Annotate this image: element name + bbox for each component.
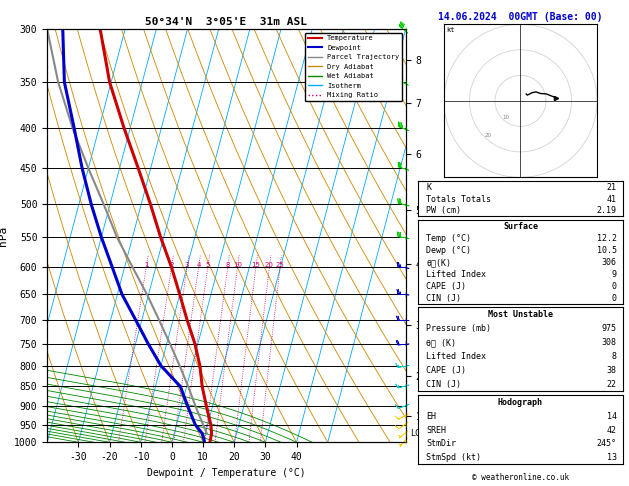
Text: 4: 4 [196,262,201,268]
Y-axis label: km
ASL: km ASL [427,227,448,244]
Text: 8: 8 [225,262,230,268]
Text: 1: 1 [144,262,148,268]
Text: Surface: Surface [503,222,538,231]
Text: Hodograph: Hodograph [498,398,543,407]
Text: |: | [404,26,407,32]
Text: |: | [404,264,407,270]
Title: 50°34'N  3°05'E  31m ASL: 50°34'N 3°05'E 31m ASL [145,17,308,27]
Text: PW (cm): PW (cm) [426,207,462,215]
Text: 22: 22 [606,381,616,389]
Text: |: | [404,431,407,436]
Text: 41: 41 [606,194,616,204]
Text: Lifted Index: Lifted Index [426,352,486,362]
Text: LCL: LCL [410,429,425,438]
Text: 3: 3 [185,262,189,268]
Text: 0: 0 [611,294,616,303]
Text: 10.5: 10.5 [596,246,616,255]
Text: EH: EH [426,412,437,421]
Text: CIN (J): CIN (J) [426,381,462,389]
Text: 20: 20 [485,133,492,138]
Text: 14: 14 [606,412,616,421]
Text: kt: kt [447,27,455,33]
Text: SREH: SREH [426,426,447,434]
Text: 9: 9 [611,270,616,279]
Text: |: | [404,234,407,240]
Text: 306: 306 [601,258,616,267]
Text: © weatheronline.co.uk: © weatheronline.co.uk [472,473,569,482]
Text: 10: 10 [503,115,509,120]
Text: |: | [404,79,407,85]
Text: 0: 0 [611,282,616,291]
Text: |: | [404,384,407,389]
Text: 8: 8 [611,352,616,362]
Text: |: | [404,292,407,297]
Legend: Temperature, Dewpoint, Parcel Trajectory, Dry Adiabat, Wet Adiabat, Isotherm, Mi: Temperature, Dewpoint, Parcel Trajectory… [305,33,402,101]
Y-axis label: hPa: hPa [0,226,8,246]
Text: StmSpd (kt): StmSpd (kt) [426,453,481,462]
Text: |: | [404,317,407,323]
Text: 10: 10 [233,262,242,268]
Text: Temp (°C): Temp (°C) [426,234,472,243]
X-axis label: Dewpoint / Temperature (°C): Dewpoint / Temperature (°C) [147,468,306,478]
Text: 38: 38 [606,366,616,375]
Text: |: | [404,403,407,409]
Text: 975: 975 [601,324,616,333]
Text: 21: 21 [606,183,616,192]
Text: 42: 42 [606,426,616,434]
Text: 15: 15 [252,262,260,268]
Text: 2.19: 2.19 [596,207,616,215]
Text: |: | [404,413,407,418]
Text: 25: 25 [276,262,284,268]
Text: Totals Totals: Totals Totals [426,194,491,204]
Text: 245°: 245° [596,439,616,449]
Text: K: K [426,183,431,192]
Text: CIN (J): CIN (J) [426,294,462,303]
Text: 12.2: 12.2 [596,234,616,243]
Text: Pressure (mb): Pressure (mb) [426,324,491,333]
Text: CAPE (J): CAPE (J) [426,366,467,375]
Text: 13: 13 [606,453,616,462]
Text: θᴇ (K): θᴇ (K) [426,338,457,347]
Text: CAPE (J): CAPE (J) [426,282,467,291]
Text: 5: 5 [206,262,210,268]
Text: |: | [404,439,407,445]
Text: 308: 308 [601,338,616,347]
Text: 2: 2 [169,262,174,268]
Text: Dewp (°C): Dewp (°C) [426,246,472,255]
Text: 14.06.2024  00GMT (Base: 00): 14.06.2024 00GMT (Base: 00) [438,12,603,22]
Text: |: | [404,125,407,131]
Text: |: | [404,202,407,207]
Text: |: | [404,363,407,368]
Text: Lifted Index: Lifted Index [426,270,486,279]
Text: StmDir: StmDir [426,439,457,449]
Text: |: | [404,166,407,171]
Text: θᴇ(K): θᴇ(K) [426,258,452,267]
Text: |: | [404,341,407,347]
Text: |: | [404,422,407,427]
Text: 20: 20 [265,262,274,268]
Text: Most Unstable: Most Unstable [488,311,553,319]
